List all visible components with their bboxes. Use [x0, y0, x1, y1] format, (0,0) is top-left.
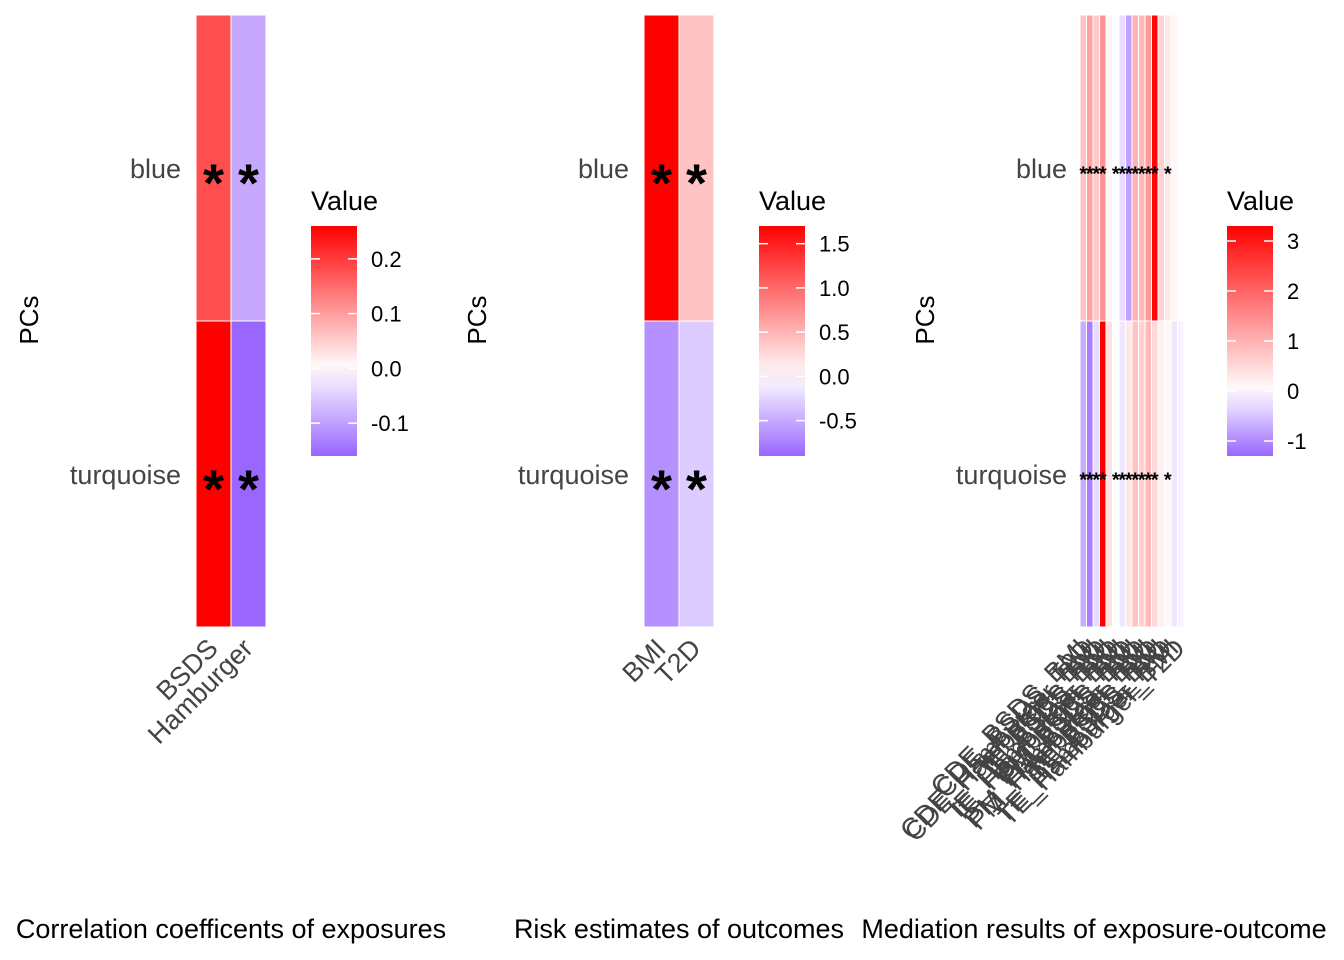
panel-2-x-axis-title: Risk estimates of outcomes	[514, 914, 844, 944]
significance-star: *	[1131, 163, 1139, 185]
panel-2-row-labels: blue turquoise	[518, 154, 629, 490]
legend-tick-label: 1.0	[819, 276, 850, 301]
significance-star: *	[1099, 469, 1107, 491]
heatmap-cell	[230, 14, 267, 322]
row-label: blue	[130, 154, 181, 184]
legend-tick-label: 1	[1287, 329, 1299, 354]
panel-2-cells: * ** *	[643, 14, 715, 628]
significance-star: *	[1112, 163, 1120, 185]
panel-3-y-axis-title: PCs	[910, 295, 940, 344]
heatmap-cell	[678, 320, 715, 628]
panel-3-x-axis-title: Mediation results of exposure-outcome	[861, 914, 1326, 944]
legend-tick-label: 3	[1287, 229, 1299, 254]
panel-3-row-labels: blue turquoise	[956, 154, 1067, 490]
heatmap-cell	[1177, 14, 1185, 322]
significance-star: *	[1086, 469, 1094, 491]
legend-tick-label: 0.0	[819, 364, 850, 389]
panel-3-cells: **** ******* ***** ******* *	[1079, 14, 1185, 628]
significance-star: *	[1125, 469, 1133, 491]
heatmap-cell	[230, 320, 267, 628]
panel-2-y-axis-title: PCs	[462, 295, 492, 344]
legend-tick-label: 2	[1287, 279, 1299, 304]
legend-tick-label: 0.2	[371, 247, 402, 272]
significance-star: *	[651, 153, 672, 213]
legend-tick-label: 1.5	[819, 232, 850, 257]
heatmap-cell	[195, 14, 232, 322]
panel-3-legend-title: Value	[1227, 186, 1294, 216]
legend-tick-label: -0.1	[371, 411, 409, 436]
panel-1-legend-colorbar	[311, 226, 357, 456]
panel-1-legend: Value 0.2 0.1 0.0 -0.1	[311, 186, 409, 456]
panel-1-row-labels: blue turquoise	[70, 154, 181, 490]
legend-tick-label: 0.1	[371, 302, 402, 327]
significance-star: *	[1131, 469, 1139, 491]
significance-star: *	[238, 153, 259, 213]
panel-1-y-axis-title: PCs	[14, 295, 44, 344]
row-label: turquoise	[956, 460, 1067, 490]
panel-1-cells: * ** *	[195, 14, 267, 628]
significance-star: *	[686, 459, 707, 519]
legend-tick-label: -0.5	[819, 409, 857, 434]
legend-tick-label: 0.5	[819, 320, 850, 345]
heatmap-cell	[1170, 320, 1178, 628]
significance-star: *	[1086, 163, 1094, 185]
significance-star: *	[651, 459, 672, 519]
panel-2-legend-ticks: 1.5 1.0 0.5 0.0 -0.5	[759, 232, 857, 434]
panel-3-col-labels: CDE_BSDS_BMICDE_BSDS_T2DCDE_Hamburger_BM…	[894, 633, 1191, 847]
panel-2-legend: Value 1.5 1.0 0.5 0.0 -0.5	[759, 186, 857, 456]
significance-star: *	[1092, 163, 1100, 185]
significance-star: *	[1144, 163, 1152, 185]
significance-star: *	[1138, 469, 1146, 491]
legend-tick-label: -1	[1287, 429, 1307, 454]
row-label: blue	[578, 154, 629, 184]
significance-star: *	[1079, 163, 1087, 185]
significance-star: *	[1092, 469, 1100, 491]
panel-2-legend-title: Value	[759, 186, 826, 216]
significance-star: *	[1125, 163, 1133, 185]
row-label: turquoise	[518, 460, 629, 490]
significance-star: *	[1099, 163, 1107, 185]
panel-3-legend-ticks: 3 2 1 0 -1	[1227, 229, 1307, 454]
heatmap-cell	[1170, 14, 1178, 322]
significance-star: *	[1079, 469, 1087, 491]
panel-3-legend: Value 3 2 1 0 -1	[1227, 186, 1307, 456]
heatmap-cell	[1177, 320, 1185, 628]
significance-star: *	[1118, 163, 1126, 185]
legend-tick-label: 0.0	[371, 356, 402, 381]
panel-1-legend-ticks: 0.2 0.1 0.0 -0.1	[311, 247, 409, 436]
panel-1-legend-title: Value	[311, 186, 378, 216]
significance-star: *	[1151, 469, 1159, 491]
heatmap-cell	[643, 320, 680, 628]
significance-star: *	[1164, 469, 1172, 491]
heatmap-cell	[195, 320, 232, 628]
panel-1-x-axis-title: Correlation coefficents of exposures	[16, 914, 446, 944]
significance-star: *	[203, 459, 224, 519]
significance-star: *	[1164, 163, 1172, 185]
significance-star: *	[1118, 469, 1126, 491]
heatmap-cell	[678, 14, 715, 322]
row-label: turquoise	[70, 460, 181, 490]
significance-star: *	[1151, 163, 1159, 185]
significance-star: *	[1138, 163, 1146, 185]
legend-tick-label: 0	[1287, 379, 1299, 404]
significance-star: *	[238, 459, 259, 519]
significance-star: *	[203, 153, 224, 213]
significance-star: *	[1144, 469, 1152, 491]
significance-star: *	[686, 153, 707, 213]
panel-2-legend-colorbar	[759, 226, 805, 456]
significance-star: *	[1112, 469, 1120, 491]
row-label: blue	[1016, 154, 1067, 184]
